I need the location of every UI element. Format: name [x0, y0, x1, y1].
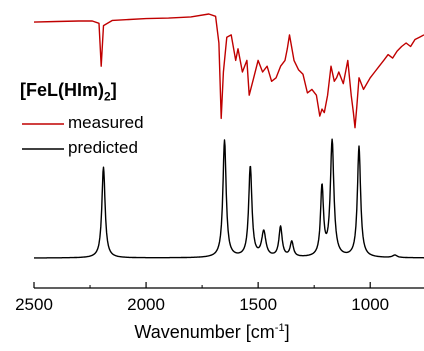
- legend-title: [FeL(HIm)2]: [20, 80, 117, 104]
- x-axis-label-end: ]: [284, 322, 290, 342]
- legend-label-measured: measured: [68, 113, 144, 132]
- x-tick-label-2500: 2500: [15, 295, 53, 314]
- legend-title-main: [FeL(HIm): [20, 80, 104, 100]
- predicted-series-layer: [33, 138, 424, 259]
- x-axis: 2500 2000 1500 1000: [15, 282, 424, 314]
- x-axis-label: Wavenumber [cm-1]: [0, 322, 424, 343]
- measured-series-layer: [33, 13, 424, 129]
- predicted-spectrum-line: [33, 138, 424, 259]
- x-axis-label-text: Wavenumber [cm: [134, 322, 275, 342]
- legend-title-end: ]: [110, 80, 117, 100]
- x-axis-label-sup: -1: [274, 322, 285, 334]
- legend-lines: [22, 123, 64, 150]
- x-tick-label-1000: 1000: [351, 295, 389, 314]
- measured-spectrum-line: [33, 13, 424, 129]
- legend-title-subscript: 2: [104, 89, 111, 104]
- x-tick-label-1500: 1500: [239, 295, 277, 314]
- x-tick-label-2000: 2000: [127, 295, 165, 314]
- legend-label-predicted: predicted: [68, 138, 138, 157]
